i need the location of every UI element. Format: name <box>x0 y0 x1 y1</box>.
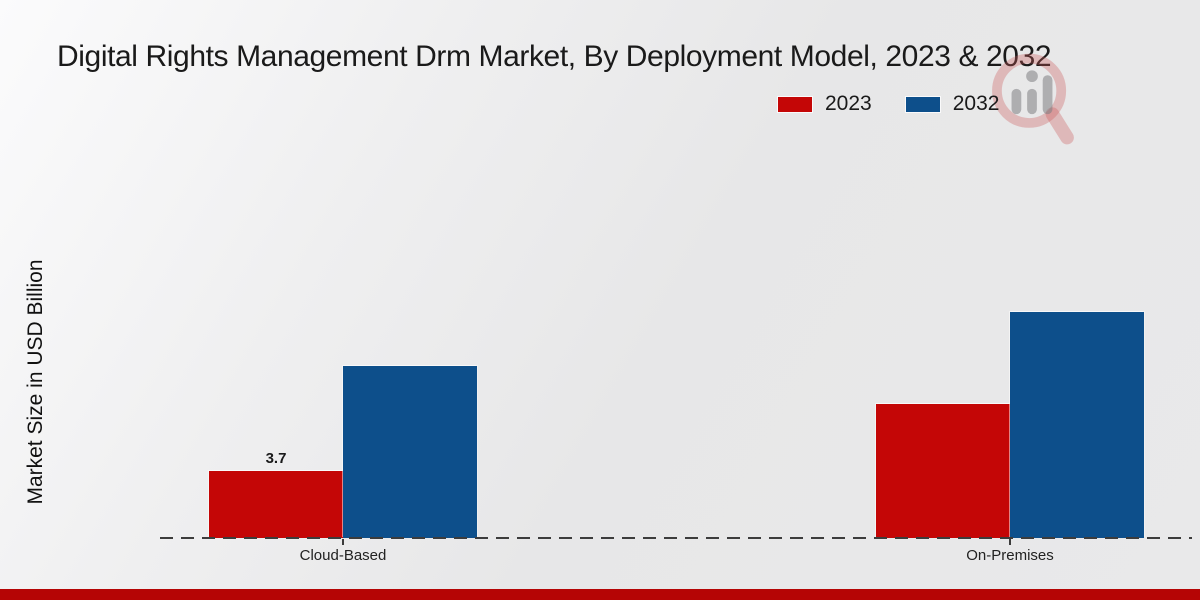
legend-swatch-2032 <box>905 96 940 112</box>
bar-2023-cloud-based <box>209 471 343 538</box>
legend-label-2023: 2023 <box>825 92 872 115</box>
legend-item-2032: 2032 <box>905 92 1000 116</box>
bar-value-label-2023-cloud-based: 3.7 <box>265 450 287 467</box>
bar-2023-on-premises <box>876 404 1010 538</box>
legend-swatch-2023 <box>778 96 812 112</box>
bar-2032-cloud-based <box>343 366 477 538</box>
x-axis-baseline <box>160 537 1192 539</box>
legend-label-2032: 2032 <box>952 92 1000 115</box>
legend: 2023 2032 <box>778 92 999 116</box>
bar-2032-on-premises <box>1010 312 1144 538</box>
legend-item-2023: 2023 <box>778 92 872 116</box>
category-label-cloud-based: Cloud-Based <box>299 547 387 564</box>
category-label-on-premises: On-Premises <box>966 547 1054 564</box>
x-axis-tick-cloud-based <box>342 539 344 545</box>
footer-stripe <box>0 589 1200 600</box>
page-title: Digital Rights Management Drm Market, By… <box>57 40 1052 73</box>
x-axis-tick-on-premises <box>1009 539 1011 545</box>
